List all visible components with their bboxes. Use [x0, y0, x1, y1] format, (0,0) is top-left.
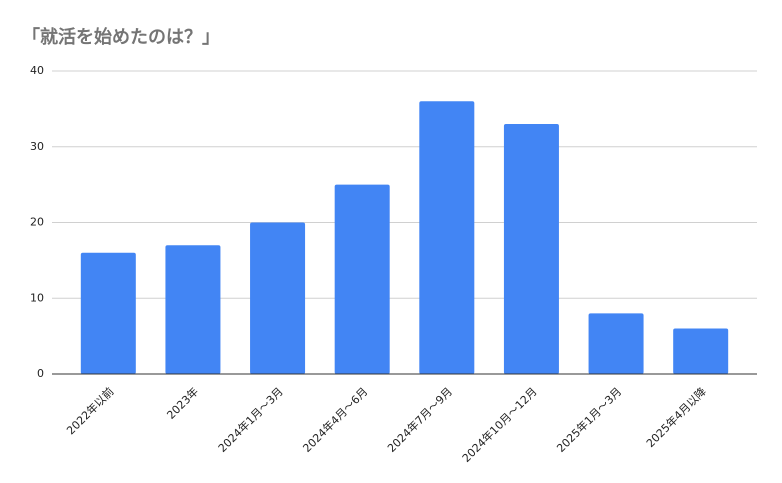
- y-tick-label: 10: [30, 291, 44, 304]
- y-tick-label: 40: [30, 64, 44, 77]
- bar: [250, 222, 306, 374]
- bar: [419, 101, 475, 375]
- bar: [165, 245, 221, 374]
- chart-title: 「就活を始めたのは？」: [22, 26, 220, 48]
- y-tick-label: 30: [30, 140, 44, 153]
- y-tick-label: 20: [30, 216, 44, 229]
- y-tick-label: 0: [37, 367, 44, 380]
- bar: [588, 313, 644, 374]
- bar: [503, 124, 559, 375]
- bar: [80, 252, 136, 374]
- bar: [334, 184, 390, 374]
- bar: [673, 328, 729, 374]
